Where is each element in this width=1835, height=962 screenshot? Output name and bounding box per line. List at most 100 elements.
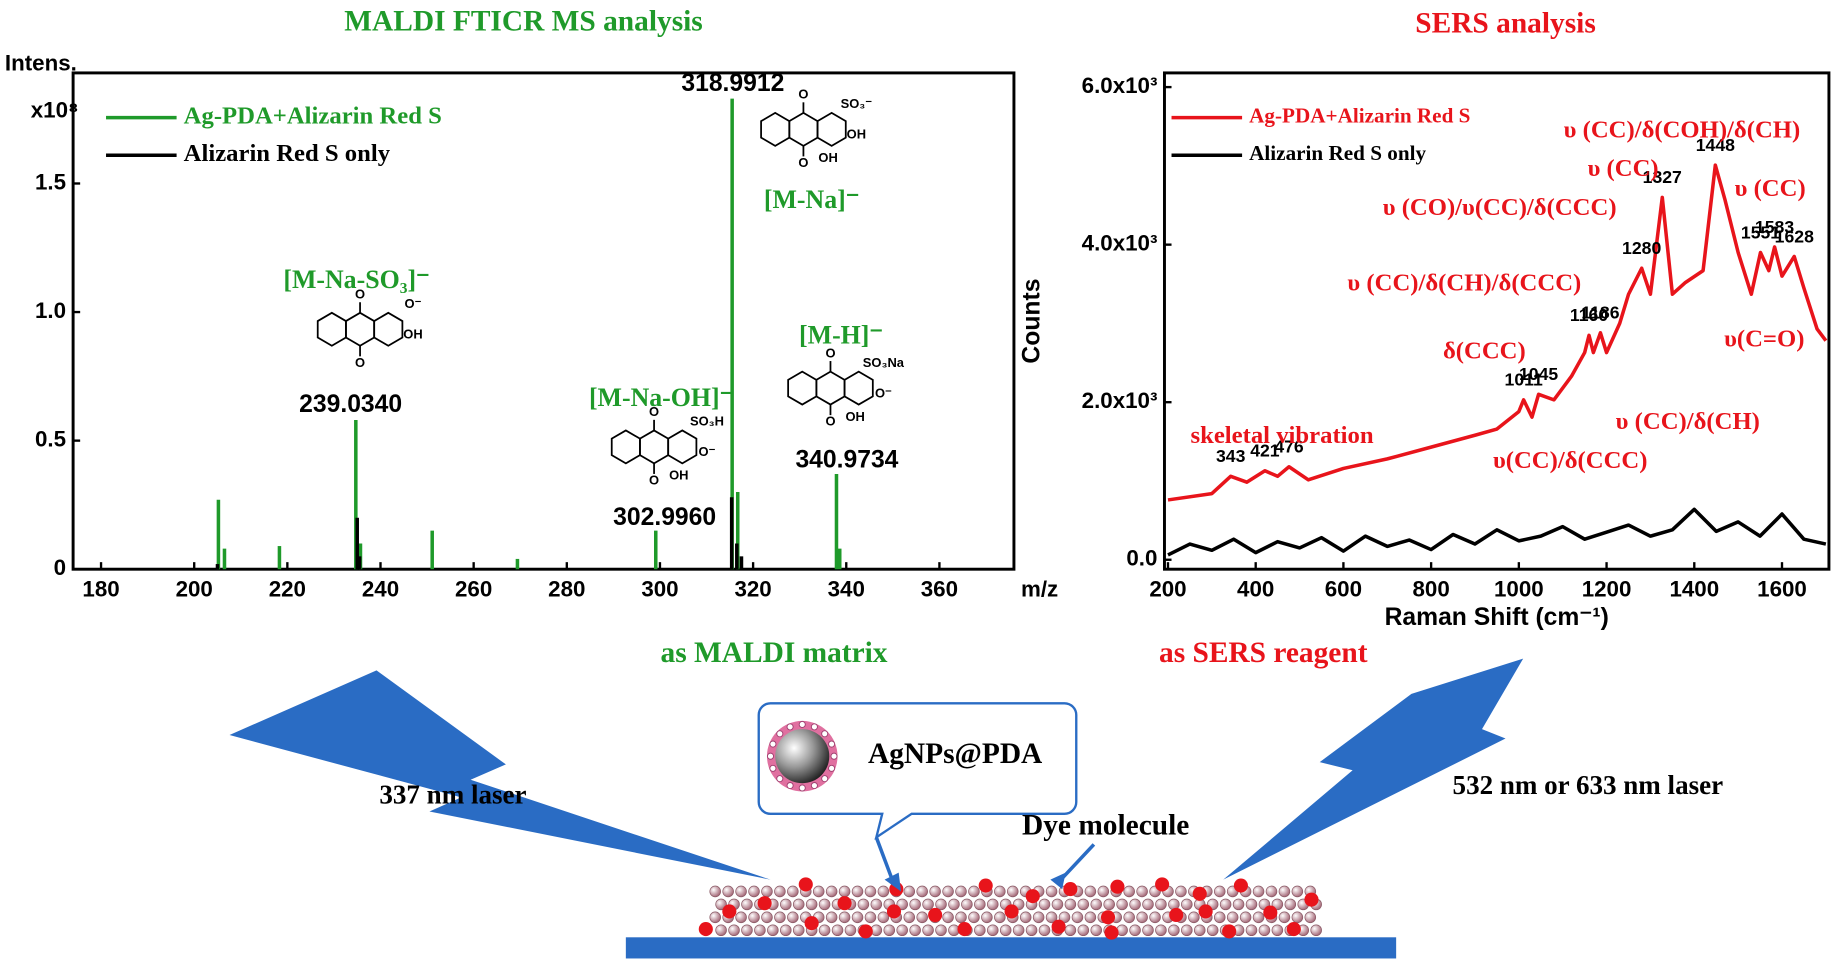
dye-molecule: [1198, 904, 1213, 919]
x-tick-label: 240: [362, 576, 399, 601]
peak-label: 476: [1274, 437, 1304, 457]
particle: [728, 924, 740, 937]
particle: [792, 924, 805, 937]
particle: [961, 898, 973, 911]
bead: [798, 784, 806, 792]
particle: [999, 924, 1012, 937]
bead: [766, 752, 775, 760]
x-tick-label: 200: [1149, 576, 1186, 601]
role-label: as SERS reagent: [1159, 637, 1368, 669]
particle: [909, 898, 921, 911]
x-tick-label: 340: [828, 576, 865, 601]
particle: [1136, 911, 1148, 924]
particle: [1103, 898, 1115, 911]
particle: [818, 924, 831, 937]
particle: [838, 885, 851, 898]
structure: [610, 418, 698, 475]
particle: [968, 885, 980, 898]
particle: [1155, 924, 1167, 937]
particle: [1181, 898, 1193, 911]
band-assignment: υ (CC)/δ(CH): [1616, 408, 1760, 435]
structure-label: O: [649, 472, 659, 487]
x-tick-label: 300: [641, 576, 678, 601]
band-assignment: υ (CO)/υ(CC)/δ(CCC): [1383, 194, 1617, 221]
particle: [1045, 885, 1058, 898]
particle: [709, 911, 721, 924]
x-tick-label: 280: [548, 576, 585, 601]
particle: [942, 911, 954, 924]
dye-molecule: [1222, 924, 1237, 939]
dye-molecule: [1192, 886, 1207, 901]
peak-label: 1551: [1741, 222, 1780, 242]
peak-label: 343: [1216, 446, 1246, 466]
structure-label: O⁻: [699, 444, 716, 459]
particle: [929, 885, 941, 898]
x-tick-label: 1600: [1757, 576, 1807, 601]
particle: [1006, 885, 1019, 898]
bead: [828, 764, 836, 772]
bead: [828, 740, 836, 748]
bead: [776, 775, 784, 783]
particle: [787, 885, 799, 898]
particle: [1149, 911, 1161, 924]
silver-core: [775, 729, 830, 784]
particle: [1258, 924, 1271, 937]
x-tick-label: 320: [734, 576, 771, 601]
particle-layer: [698, 877, 1322, 940]
particle: [1064, 898, 1077, 911]
particle: [792, 898, 805, 911]
bead: [786, 782, 794, 790]
band-assignment: υ(CC)/δ(CCC): [1493, 447, 1648, 474]
particle: [935, 924, 947, 937]
dye-label: Dye molecule: [1022, 810, 1189, 842]
dye-molecule: [1063, 882, 1078, 897]
structure-label: O: [825, 345, 835, 360]
structure-label: OH: [847, 127, 866, 142]
particle: [1245, 898, 1258, 911]
particle: [1206, 924, 1219, 937]
particle: [1304, 911, 1317, 924]
dye-molecule: [957, 922, 972, 937]
particle: [981, 911, 993, 924]
particle: [1252, 911, 1265, 924]
particle: [974, 924, 986, 937]
x-tick-label: 400: [1237, 576, 1274, 601]
structure-label: O: [355, 287, 365, 302]
bead-ring: [766, 720, 838, 792]
x-tick-label: 360: [921, 576, 958, 601]
particle: [748, 885, 760, 898]
bead: [830, 752, 838, 760]
peak-label: 1327: [1643, 167, 1682, 187]
particle: [1071, 911, 1084, 924]
particle: [922, 924, 934, 937]
x-tick-label: 800: [1412, 576, 1449, 601]
particle: [1084, 911, 1097, 924]
structure-label: O: [355, 355, 365, 370]
particle: [1291, 885, 1304, 898]
particle: [1051, 898, 1064, 911]
particle: [1168, 924, 1180, 937]
particle: [1252, 885, 1265, 898]
dye-molecule: [1233, 878, 1248, 893]
particle: [968, 911, 980, 924]
particle: [851, 911, 864, 924]
plot-frame: [1162, 71, 1831, 571]
particle: [1278, 911, 1291, 924]
annotation: 318.9912: [681, 70, 784, 97]
particle: [987, 924, 999, 937]
dye-molecule: [1169, 907, 1184, 923]
callout: [757, 702, 1078, 841]
particle: [903, 885, 916, 898]
particle: [825, 911, 838, 924]
particle: [1226, 911, 1239, 924]
chart-title: MALDI FTICR MS analysis: [344, 5, 702, 37]
particle: [1097, 885, 1110, 898]
particle: [1084, 885, 1097, 898]
particle: [748, 911, 760, 924]
particle: [1284, 898, 1297, 911]
annotation: 302.9960: [613, 504, 716, 531]
bead: [810, 782, 818, 790]
legend-label: Alizarin Red S only: [1249, 141, 1426, 165]
particle: [1278, 885, 1291, 898]
